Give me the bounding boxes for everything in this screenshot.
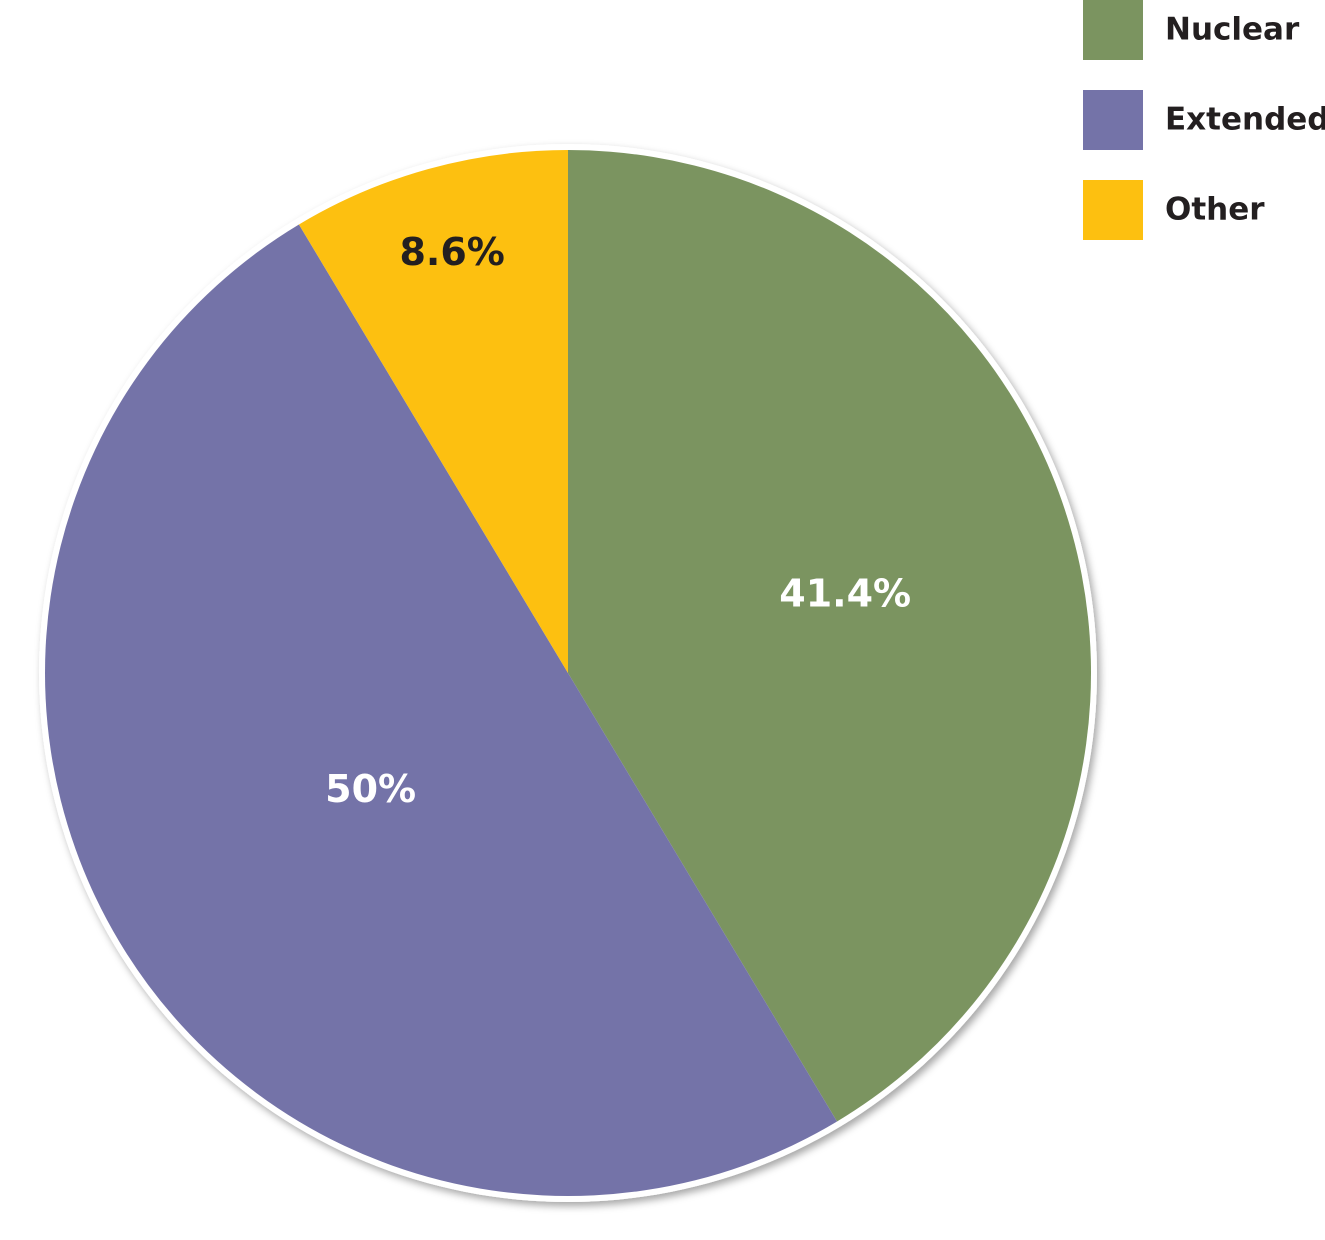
data-label: 8.6%: [399, 230, 504, 274]
legend-swatch: [1083, 180, 1143, 240]
data-label: 41.4%: [779, 572, 911, 616]
pie-slice: [568, 150, 1092, 1122]
pie-slice: [298, 150, 568, 673]
legend-label: Extended: [1165, 102, 1325, 138]
legend: Nuclear Extended Other: [1083, 0, 1325, 240]
slices: 41.4% 50% 8.6%: [44, 150, 1092, 1196]
legend-swatch: [1083, 90, 1143, 150]
data-label: 50%: [325, 767, 416, 811]
legend-swatch: [1083, 0, 1143, 60]
legend-label: Other: [1165, 192, 1265, 228]
pie-slice: [44, 224, 838, 1196]
legend-label: Nuclear: [1165, 12, 1300, 48]
